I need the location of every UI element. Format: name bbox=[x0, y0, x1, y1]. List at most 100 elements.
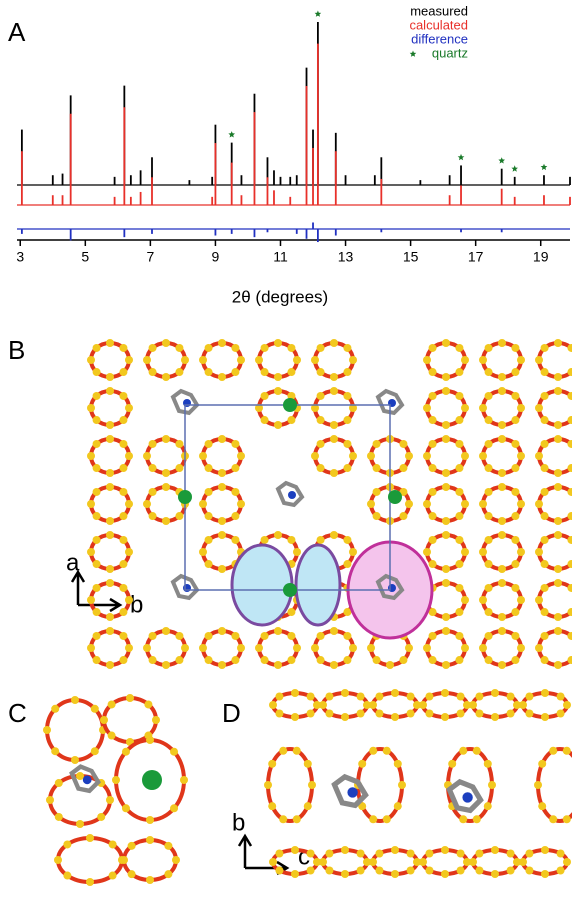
atom bbox=[554, 339, 562, 347]
atom bbox=[372, 512, 381, 521]
atom bbox=[498, 339, 506, 347]
atom bbox=[442, 387, 450, 395]
atom bbox=[540, 368, 549, 377]
nitrogen bbox=[388, 584, 396, 592]
atom bbox=[406, 709, 415, 718]
atom bbox=[237, 644, 245, 652]
atom bbox=[442, 483, 450, 491]
atom bbox=[363, 858, 371, 866]
atom bbox=[442, 627, 450, 635]
atom bbox=[525, 692, 534, 701]
atom bbox=[535, 356, 543, 364]
atom bbox=[423, 548, 431, 556]
atom bbox=[106, 531, 114, 539]
atom bbox=[269, 701, 277, 709]
atom bbox=[218, 435, 226, 443]
atom bbox=[274, 661, 282, 669]
atom bbox=[554, 531, 562, 539]
atom bbox=[469, 858, 477, 866]
atom bbox=[106, 483, 114, 491]
atom bbox=[541, 870, 549, 878]
atom bbox=[87, 404, 95, 412]
atom bbox=[319, 701, 327, 709]
atom bbox=[455, 631, 464, 640]
atom bbox=[319, 858, 327, 866]
atom bbox=[275, 709, 284, 718]
atom bbox=[479, 452, 487, 460]
atom bbox=[567, 439, 572, 448]
atom bbox=[479, 356, 487, 364]
atom bbox=[143, 644, 151, 652]
atom bbox=[204, 560, 213, 569]
atom bbox=[456, 692, 465, 701]
atom bbox=[291, 870, 299, 878]
atom bbox=[461, 452, 469, 460]
atom bbox=[475, 849, 484, 858]
atom bbox=[405, 500, 413, 508]
atom bbox=[525, 709, 534, 718]
atom bbox=[268, 802, 277, 811]
atom bbox=[90, 704, 99, 713]
atom bbox=[264, 781, 272, 789]
atom bbox=[375, 709, 384, 718]
atom bbox=[330, 435, 338, 443]
atom bbox=[498, 435, 506, 443]
atom bbox=[92, 343, 101, 352]
atom bbox=[428, 439, 437, 448]
atom bbox=[428, 608, 437, 617]
atom bbox=[119, 583, 128, 592]
atom bbox=[303, 759, 312, 768]
atom bbox=[112, 776, 120, 784]
atom bbox=[325, 709, 334, 718]
atom bbox=[106, 435, 114, 443]
atom bbox=[106, 627, 114, 635]
atom bbox=[106, 565, 114, 573]
axis-label: b bbox=[232, 809, 245, 836]
atom bbox=[237, 500, 245, 508]
atom bbox=[303, 802, 312, 811]
atom bbox=[199, 548, 207, 556]
atom bbox=[567, 416, 572, 425]
atom bbox=[484, 391, 493, 400]
atom bbox=[535, 548, 543, 556]
atom bbox=[274, 387, 282, 395]
nitrogen bbox=[82, 775, 92, 785]
atom bbox=[231, 343, 240, 352]
atom bbox=[291, 689, 299, 697]
atom bbox=[535, 644, 543, 652]
atom bbox=[513, 858, 521, 866]
atom bbox=[441, 713, 449, 721]
atom bbox=[391, 689, 399, 697]
atom bbox=[311, 356, 319, 364]
atom bbox=[425, 692, 434, 701]
atom bbox=[146, 816, 154, 824]
atom bbox=[143, 356, 151, 364]
atom bbox=[86, 878, 94, 886]
atom bbox=[372, 439, 381, 448]
atom bbox=[316, 343, 325, 352]
atom bbox=[556, 709, 565, 718]
atom bbox=[511, 560, 520, 569]
cation bbox=[142, 770, 162, 790]
atom bbox=[399, 439, 408, 448]
atom bbox=[330, 469, 338, 477]
atom bbox=[51, 704, 60, 713]
atom bbox=[119, 560, 128, 569]
atom bbox=[330, 421, 338, 429]
atom bbox=[498, 531, 506, 539]
atom bbox=[108, 871, 117, 880]
atom bbox=[311, 404, 319, 412]
atom bbox=[484, 560, 493, 569]
atom bbox=[275, 849, 284, 858]
atom bbox=[162, 373, 170, 381]
atom bbox=[455, 464, 464, 473]
atom bbox=[491, 713, 499, 721]
atom bbox=[87, 548, 95, 556]
atom bbox=[455, 608, 464, 617]
atom bbox=[119, 631, 128, 640]
atom bbox=[541, 846, 549, 854]
atom bbox=[63, 840, 72, 849]
atom bbox=[442, 661, 450, 669]
atom bbox=[484, 631, 493, 640]
atom bbox=[442, 421, 450, 429]
